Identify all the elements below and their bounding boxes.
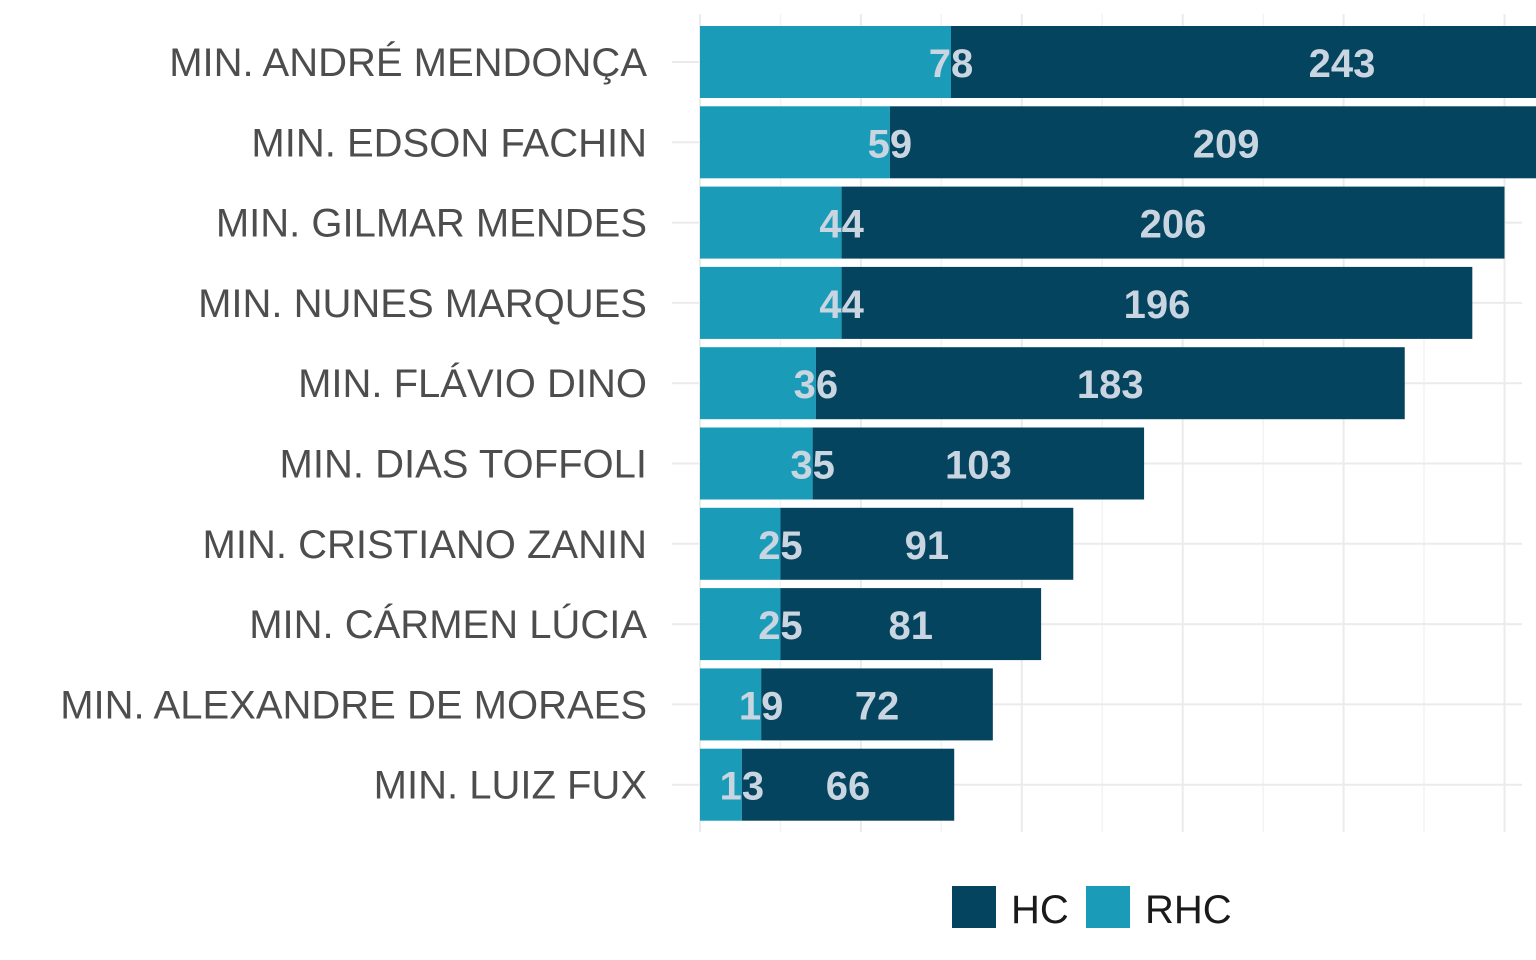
bar-rhc-min-gilmar-mendes	[700, 186, 842, 259]
bar-rhc-min-nunes-marques	[700, 266, 842, 339]
legend-label-hc: HC	[1011, 888, 1069, 932]
value-label-hc-min-gilmar-mendes: 206	[1140, 203, 1207, 247]
bar-hc-min-cristiano-zanin	[780, 507, 1074, 580]
bar-hc-min-carmen-lucia	[780, 588, 1042, 661]
bar-hc-min-luiz-fux	[741, 748, 955, 821]
value-label-rhc-min-cristiano-zanin: 25	[758, 524, 803, 568]
value-label-rhc-min-nunes-marques: 44	[819, 283, 864, 327]
value-labels: 78 243 59 209 44 206 44 196 36 183 35 103 25 91 25 81 19…	[720, 42, 1376, 809]
legend-swatch-hc	[952, 886, 996, 928]
value-label-hc-min-carmen-lucia: 81	[889, 604, 934, 648]
value-label-rhc-min-alexandre-de-moraes: 19	[739, 684, 784, 728]
value-label-hc-min-luiz-fux: 66	[826, 765, 871, 809]
value-label-rhc-min-gilmar-mendes: 44	[819, 203, 864, 247]
bar-hc-min-dias-toffoli	[812, 427, 1145, 500]
bars	[700, 26, 1536, 821]
bar-rhc-min-luiz-fux	[700, 748, 742, 821]
value-label-hc-min-dias-toffoli: 103	[945, 444, 1012, 488]
category-label-min-alexandre-de-moraes: MIN. ALEXANDRE DE MORAES	[60, 683, 647, 727]
value-label-hc-min-flavio-dino: 183	[1077, 363, 1144, 407]
value-label-rhc-min-flavio-dino: 36	[794, 363, 839, 407]
value-label-hc-min-alexandre-de-moraes: 72	[855, 684, 900, 728]
category-label-min-cristiano-zanin: MIN. CRISTIANO ZANIN	[203, 523, 647, 567]
value-label-rhc-min-luiz-fux: 13	[720, 765, 765, 809]
value-label-rhc-min-andre-mendonca: 78	[929, 42, 974, 86]
category-label-min-flavio-dino: MIN. FLÁVIO DINO	[298, 361, 647, 406]
value-label-hc-min-andre-mendonca: 243	[1309, 42, 1376, 86]
bar-hc-min-alexandre-de-moraes	[761, 668, 993, 741]
legend: HC RHC	[952, 886, 1232, 932]
category-label-min-nunes-marques: MIN. NUNES MARQUES	[198, 282, 647, 326]
value-label-hc-min-cristiano-zanin: 91	[905, 524, 950, 568]
legend-label-rhc: RHC	[1145, 888, 1232, 932]
category-labels: MIN. ANDRÉ MENDONÇA MIN. EDSON FACHIN MIN.…	[60, 40, 647, 808]
bar-rhc-min-andre-mendonca	[700, 26, 952, 98]
category-label-min-gilmar-mendes: MIN. GILMAR MENDES	[216, 202, 647, 246]
value-label-hc-min-edson-fachin: 209	[1193, 122, 1260, 166]
category-label-min-edson-fachin: MIN. EDSON FACHIN	[251, 121, 647, 165]
bar-hc-min-flavio-dino	[815, 347, 1405, 420]
legend-swatch-rhc	[1086, 886, 1130, 928]
category-label-min-dias-toffoli: MIN. DIAS TOFFOLI	[280, 443, 647, 487]
bar-rhc-min-flavio-dino	[700, 347, 816, 420]
category-label-min-luiz-fux: MIN. LUIZ FUX	[374, 764, 647, 808]
bar-hc-min-edson-fachin	[889, 106, 1536, 179]
bar-rhc-min-cristiano-zanin	[700, 507, 781, 580]
bar-hc-min-nunes-marques	[841, 266, 1473, 339]
bar-rhc-min-alexandre-de-moraes	[700, 668, 762, 741]
bar-rhc-min-carmen-lucia	[700, 588, 781, 661]
category-label-min-andre-mendonca: MIN. ANDRÉ MENDONÇA	[169, 40, 647, 85]
bar-rhc-min-dias-toffoli	[700, 427, 813, 500]
value-label-hc-min-nunes-marques: 196	[1124, 283, 1191, 327]
value-label-rhc-min-dias-toffoli: 35	[790, 444, 835, 488]
category-label-min-carmen-lucia: MIN. CÁRMEN LÚCIA	[249, 602, 647, 647]
value-label-rhc-min-carmen-lucia: 25	[758, 604, 803, 648]
bar-hc-min-gilmar-mendes	[841, 186, 1505, 259]
value-label-rhc-min-edson-fachin: 59	[868, 122, 913, 166]
bar-hc-min-andre-mendonca	[951, 26, 1536, 98]
bar-rhc-min-edson-fachin	[700, 106, 890, 179]
